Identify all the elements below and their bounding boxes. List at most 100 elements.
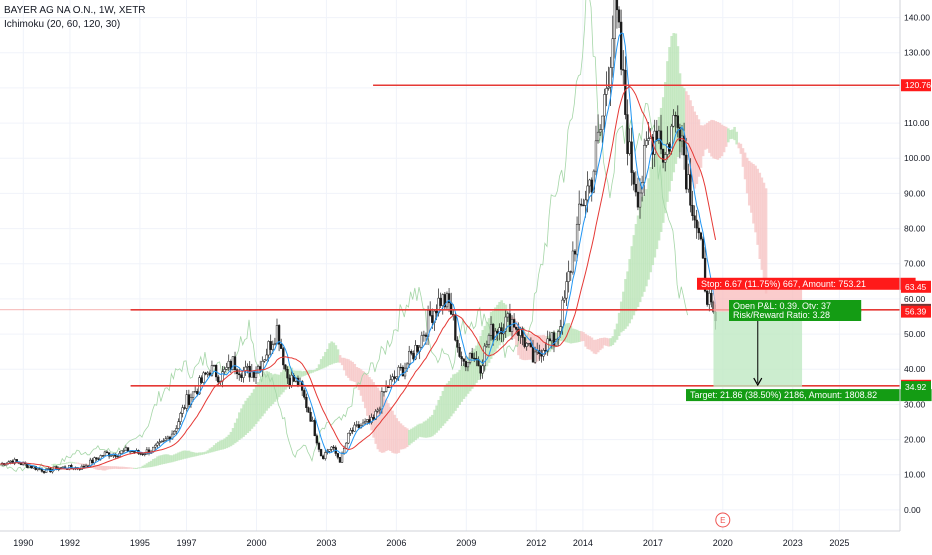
- cloud-segment: [116, 466, 119, 469]
- base-line: [0, 85, 717, 470]
- cloud-segment: [617, 312, 621, 336]
- candle-body: [28, 465, 31, 468]
- candle-body: [664, 154, 667, 163]
- candle-body: [706, 290, 709, 305]
- cloud-segment: [636, 215, 640, 307]
- candle-body: [13, 459, 16, 464]
- cloud-segment: [710, 119, 713, 157]
- candle-body: [141, 453, 144, 455]
- cloud-segment: [183, 450, 187, 459]
- y-tick-label: 60.00: [904, 294, 926, 304]
- candle-body: [372, 417, 375, 420]
- candle-body: [164, 438, 167, 441]
- grid-lines: [0, 0, 900, 531]
- cloud-segment: [189, 451, 193, 458]
- cloud-segment: [701, 125, 705, 157]
- candle-body: [450, 302, 453, 315]
- cloud-segment: [420, 423, 424, 438]
- cloud-segment: [634, 223, 638, 312]
- candle-body: [179, 413, 182, 422]
- x-tick-label: 2012: [526, 538, 546, 548]
- y-tick-label: 20.00: [904, 435, 926, 445]
- candle-body: [374, 411, 377, 420]
- cloud-segment: [720, 124, 724, 157]
- cloud-segment: [540, 335, 543, 357]
- cloud-segment: [609, 338, 613, 347]
- candle-body: [619, 21, 623, 70]
- candle-body: [506, 313, 509, 318]
- candle-body: [387, 386, 390, 388]
- cloud-segment: [263, 373, 266, 414]
- cloud-segment: [107, 466, 111, 470]
- candle-body: [210, 365, 214, 376]
- candle-body: [697, 227, 700, 234]
- cloud-segment: [74, 462, 77, 464]
- cloud-segment: [59, 463, 63, 465]
- candle-body: [701, 238, 705, 259]
- indicator-title: Ichimoku (20, 60, 120, 30): [4, 19, 121, 30]
- cloud-segment: [592, 339, 596, 354]
- candle-body: [426, 310, 430, 337]
- cloud-segment: [601, 337, 604, 349]
- candle-body: [105, 451, 109, 453]
- cloud-segment: [714, 121, 718, 160]
- cloud-segment: [351, 361, 354, 382]
- candle-body: [93, 457, 96, 464]
- candle-body: [643, 145, 646, 183]
- candle-body: [617, 9, 621, 23]
- rr-label-box: [729, 309, 862, 321]
- candle-body: [525, 343, 528, 347]
- candle-body: [47, 468, 50, 470]
- y-tick-label: 10.00: [904, 470, 926, 480]
- cloud-segment: [229, 431, 233, 447]
- candle-body: [693, 215, 696, 221]
- candle-body: [592, 170, 596, 193]
- cloud-segment: [152, 458, 155, 467]
- cloud-segment: [743, 152, 747, 180]
- cloud-segment: [726, 128, 730, 143]
- candle-body: [491, 324, 495, 340]
- cloud-segment: [460, 365, 464, 402]
- cloud-segment: [112, 466, 115, 469]
- price-badge-box: [901, 381, 931, 394]
- cloud-segment: [680, 86, 684, 148]
- cloud-segment: [131, 467, 134, 469]
- cloud-segment: [418, 423, 422, 437]
- candle-body: [580, 203, 583, 206]
- cloud-segment: [349, 360, 352, 381]
- candle-body: [420, 335, 423, 348]
- price-badge-box: [901, 280, 931, 293]
- cloud-segment: [200, 452, 203, 455]
- x-tick-label: 2009: [456, 538, 476, 548]
- x-tick-label: 1995: [130, 538, 150, 548]
- candle-body: [460, 356, 463, 360]
- candle-body: [353, 424, 356, 432]
- candle-body: [212, 364, 216, 367]
- trade-arrowhead: [753, 377, 763, 387]
- candle-body: [181, 407, 184, 414]
- candle-body: [238, 373, 241, 376]
- candle-body: [384, 386, 388, 392]
- candle-body: [527, 342, 530, 345]
- cloud-segment: [565, 323, 569, 343]
- cloud-segment: [76, 462, 80, 464]
- cloud-segment: [722, 125, 726, 153]
- cloud-segment: [741, 148, 745, 167]
- cloud-segment: [439, 396, 443, 429]
- candle-body: [634, 183, 637, 193]
- cloud-segment: [754, 165, 757, 233]
- candle-body: [139, 453, 142, 455]
- candle-body: [443, 294, 447, 308]
- cloud-segment: [231, 428, 235, 445]
- candle-body: [510, 319, 514, 332]
- candle-body: [363, 421, 367, 424]
- cloud-segment: [395, 418, 399, 454]
- candle-body: [586, 185, 589, 201]
- cloud-segment: [275, 374, 279, 400]
- candle-body: [408, 351, 411, 365]
- candle-body: [429, 310, 432, 316]
- candle-body: [573, 250, 577, 255]
- cloud-segment: [456, 372, 459, 408]
